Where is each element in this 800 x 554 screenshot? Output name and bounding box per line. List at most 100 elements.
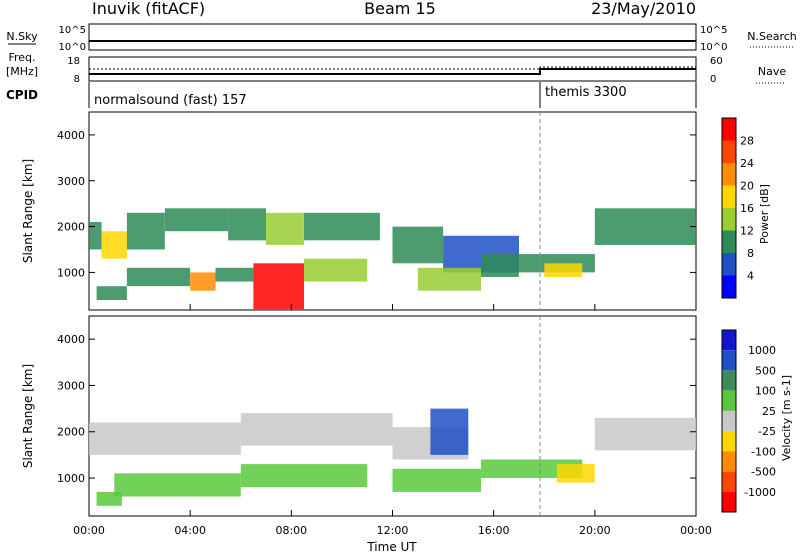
velocity-colorbar-swatch-3 — [722, 390, 736, 411]
freq-tick-top-left: 18 — [67, 56, 80, 67]
date-title: 23/May/2010 — [591, 0, 696, 18]
power-echo-band-13 — [190, 272, 216, 291]
power-echo-band-18 — [481, 254, 519, 277]
velocity-echo-band-0 — [89, 422, 241, 455]
power-echo-band-14 — [215, 267, 254, 282]
power-cells — [89, 208, 696, 310]
power-ytick-label-1: 2000 — [57, 221, 85, 234]
nave-trace — [89, 66, 696, 70]
power-colorbar-tick-0: 28 — [740, 135, 754, 148]
power-echo-band-15 — [253, 263, 304, 310]
velocity-echo-band-8 — [430, 408, 469, 455]
power-echo-band-1 — [101, 231, 127, 259]
xtick-label-3: 12:00 — [377, 524, 409, 537]
power-echo-band-10 — [594, 208, 696, 245]
velocity-echo-band-10 — [96, 491, 122, 506]
velocity-echo-band-6 — [392, 468, 481, 492]
velocity-colorbar-swatch-4 — [722, 410, 736, 432]
velocity-colorbar-tick-7: -1000 — [744, 486, 776, 499]
power-ylabel: Slant Range [km] — [21, 159, 35, 263]
velocity-colorbar-tick-4: -25 — [758, 425, 776, 438]
freq-unit-label: [MHz] — [6, 65, 38, 78]
power-ytick-label-3: 4000 — [57, 129, 85, 142]
velocity-colorbar-tick-1: 500 — [755, 364, 776, 377]
velocity-colorbar: 1000 500 100 25 -25 -100 -500 -1000 — [721, 329, 776, 513]
velocity-colorbar-tick-5: -100 — [751, 445, 776, 458]
power-ytick-label-2: 3000 — [57, 175, 85, 188]
nsky-tick-bottom-right: 10^0 — [700, 42, 727, 53]
velocity-echo-band-5 — [240, 464, 368, 488]
power-echo-band-7 — [392, 226, 444, 264]
velocity-colorbar-swatch-5 — [722, 431, 736, 452]
time-axis: 00:00 04:00 08:00 12:00 16:00 20:00 00:00 — [73, 304, 712, 537]
power-colorbar-tick-3: 16 — [740, 202, 754, 215]
beam-title: Beam 15 — [364, 0, 436, 18]
cpid-strip: normalsound (fast) 157 themis 3300 — [88, 82, 697, 108]
nave-label: Nave — [758, 65, 786, 78]
freq-tick-top-right: 60 — [710, 56, 723, 67]
power-echo-band-6 — [304, 212, 380, 241]
power-colorbar-swatch-4 — [722, 208, 736, 231]
velocity-ytick-label-2: 3000 — [57, 379, 85, 392]
velocity-echo-band-3 — [594, 417, 696, 451]
nsky-tick-bottom-left: 10^0 — [59, 42, 86, 53]
velocity-echo-band-9 — [556, 464, 595, 483]
power-echo-band-3 — [164, 208, 229, 232]
freq-label: Freq. — [8, 51, 35, 64]
nsky-strip-frame — [88, 23, 697, 51]
power-colorbar-swatch-0 — [722, 118, 736, 141]
power-echo-band-17 — [417, 267, 481, 291]
velocity-colorbar-swatch-2 — [722, 370, 736, 391]
xtick-label-1: 04:00 — [174, 524, 206, 537]
nsky-tick-top-left: 10^5 — [59, 25, 86, 36]
power-echo-band-4 — [228, 208, 266, 241]
power-colorbar-swatch-5 — [722, 230, 736, 253]
velocity-colorbar-label: Velocity [m s-1] — [780, 375, 793, 461]
xtick-label-5: 20:00 — [579, 524, 611, 537]
power-colorbar-tick-5: 8 — [747, 247, 754, 260]
freq-strip: 18 8 60 0 — [67, 56, 722, 85]
station-title: Inuvik (fitACF) — [92, 0, 205, 18]
power-echo-band-2 — [126, 212, 165, 250]
velocity-cells — [89, 408, 696, 506]
power-colorbar-tick-1: 24 — [740, 157, 754, 170]
power-echo-band-19 — [544, 263, 583, 278]
power-colorbar-tick-2: 20 — [740, 180, 754, 193]
power-echo-band-5 — [266, 212, 304, 245]
power-echo-band-0 — [89, 222, 102, 250]
velocity-ytick-label-1: 2000 — [57, 426, 85, 439]
power-colorbar-swatch-7 — [722, 275, 736, 298]
xtick-label-4: 16:00 — [478, 524, 510, 537]
velocity-panel: 1000 2000 3000 4000 Slant Range [km] — [21, 315, 697, 517]
velocity-colorbar-swatch-1 — [722, 350, 736, 371]
nsky-label: N.Sky — [6, 30, 38, 43]
power-colorbar-swatch-3 — [722, 185, 736, 208]
velocity-echo-band-1 — [240, 413, 393, 446]
velocity-ylabel: Slant Range [km] — [21, 364, 35, 468]
power-colorbar-label: Power [dB] — [758, 184, 771, 244]
velocity-echo-band-4 — [114, 473, 241, 497]
freq-tick-bottom-left: 8 — [74, 74, 80, 85]
power-echo-band-12 — [126, 267, 191, 287]
power-colorbar-tick-4: 12 — [740, 225, 754, 238]
freq-tick-bottom-right: 0 — [710, 74, 716, 85]
velocity-colorbar-tick-3: 25 — [762, 405, 776, 418]
cpid-segment-1: normalsound (fast) 157 — [94, 93, 247, 108]
velocity-colorbar-tick-2: 100 — [755, 385, 776, 398]
nsky-strip: 10^5 10^0 10^5 10^0 — [59, 23, 727, 53]
power-echo-band-11 — [96, 286, 127, 300]
cpid-label: CPID — [6, 88, 38, 102]
nsearch-label: N.Search — [747, 30, 797, 43]
xtick-label-6: 00:00 — [680, 524, 712, 537]
time-axis-label: Time UT — [366, 540, 417, 554]
cpid-segment-2: themis 3300 — [545, 85, 627, 100]
velocity-yticks: 1000 2000 3000 4000 — [57, 333, 696, 485]
velocity-ytick-label-3: 4000 — [57, 333, 85, 346]
velocity-ytick-label-0: 1000 — [57, 472, 85, 485]
velocity-colorbar-swatch-0 — [722, 330, 736, 351]
velocity-colorbar-frame — [721, 329, 737, 513]
power-colorbar-swatch-2 — [722, 163, 736, 186]
nsky-tick-top-right: 10^5 — [700, 25, 727, 36]
power-colorbar-tick-6: 4 — [747, 270, 754, 283]
velocity-colorbar-swatch-7 — [722, 471, 736, 492]
